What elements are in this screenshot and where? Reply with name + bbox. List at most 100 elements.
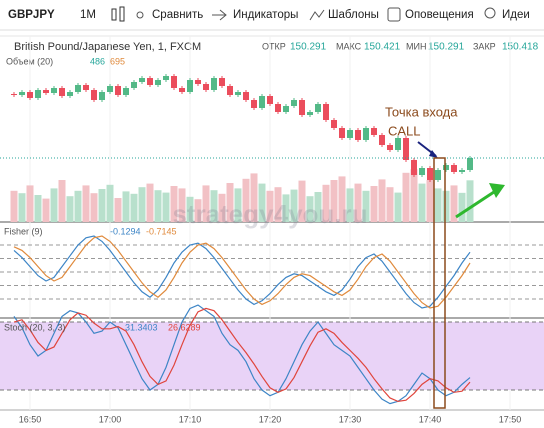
volume-bar [242, 178, 250, 222]
annotation: CALL [388, 123, 421, 138]
volume-bar [306, 196, 314, 222]
volume-bar [210, 190, 218, 222]
volume-bar [34, 195, 42, 222]
candle-body [451, 165, 457, 172]
legend-label: МАКС [336, 41, 362, 51]
candle-body [355, 130, 361, 140]
candle-body [27, 92, 33, 98]
time-label: 17:20 [259, 414, 282, 424]
candle-body [395, 138, 401, 150]
candle-body [107, 86, 113, 92]
volume-bar [154, 190, 162, 222]
legend-symbol: British Pound/Japanese Yen, 1, FXCM [14, 41, 201, 53]
candle-body [75, 85, 81, 92]
candle-body [275, 104, 281, 112]
ideas-button[interactable]: Идеи [502, 9, 530, 21]
fisher-line [13, 235, 471, 309]
candle-body [59, 88, 65, 96]
legend-value: 150.418 [502, 42, 539, 53]
volume-bar [170, 186, 178, 222]
candle-body [219, 78, 225, 86]
symbol-button[interactable]: GBPJPY [8, 9, 55, 21]
volume-bar [434, 188, 442, 222]
volume-bar [66, 196, 74, 222]
candle-body [139, 78, 145, 82]
candle-body [131, 82, 137, 88]
candle-body [323, 104, 329, 120]
compare-button[interactable]: Сравнить [152, 9, 203, 21]
legend-label: МИН [406, 41, 426, 51]
indicators-button[interactable]: Индикаторы [233, 9, 298, 21]
stoch-value: 31.3403 [125, 322, 158, 332]
candle-body [259, 96, 265, 108]
volume-bar [82, 185, 90, 222]
volume-bar [386, 187, 394, 222]
volume-bar [450, 185, 458, 222]
volume-bar [298, 180, 306, 222]
candle-body [91, 90, 97, 100]
candle-body [171, 76, 177, 88]
stoch-legend: Stoch (20, 3, 3) [4, 322, 66, 332]
legend-value: 150.291 [290, 42, 327, 53]
candle-body [227, 86, 233, 95]
alerts-button[interactable]: Оповещения [405, 9, 474, 21]
volume-bar [114, 198, 122, 222]
volume-bar [426, 180, 434, 222]
volume-bar [274, 187, 282, 222]
candle-body [363, 128, 369, 140]
volume-value: 486 [90, 56, 105, 66]
volume-bar [290, 189, 298, 222]
candle-body [307, 112, 313, 115]
time-label: 17:40 [419, 414, 442, 424]
templates-button[interactable]: Шаблоны [328, 9, 379, 21]
candle-icon[interactable] [111, 6, 125, 22]
candle-body [187, 80, 193, 92]
candle-body [195, 80, 201, 84]
volume-bar [218, 193, 226, 222]
volume-bar [394, 192, 402, 222]
volume-bar [330, 180, 338, 222]
volume-bar [202, 185, 210, 222]
volume-bar [178, 188, 186, 222]
time-label: 16:50 [19, 414, 42, 424]
candle-body [467, 158, 473, 170]
volume-bar [186, 196, 194, 222]
volume-bar [282, 194, 290, 222]
legend-value: 150.291 [428, 42, 465, 53]
annotation-arrowhead [429, 150, 438, 158]
candle-body [155, 80, 161, 85]
volume-bar [74, 190, 82, 222]
volume-bar [266, 190, 274, 222]
volume-bar [338, 176, 346, 222]
candle-body [371, 128, 377, 135]
interval-button[interactable]: 1М [80, 9, 96, 21]
candle-body [427, 168, 433, 180]
volume-bar [18, 193, 26, 222]
volume-bar [250, 173, 258, 222]
candle-body [147, 78, 153, 85]
candle-body [387, 145, 393, 150]
candle-body [43, 90, 49, 93]
candle-body [283, 106, 289, 112]
volume-bar [354, 183, 362, 222]
volume-bar [26, 185, 34, 222]
candle-body [203, 84, 209, 90]
volume-bar [162, 192, 170, 222]
legend-label: ОТКР [262, 41, 286, 51]
volume-bar [458, 192, 466, 222]
legend-label: ЗАКР [473, 41, 496, 51]
fisher-legend: Fisher (9) [4, 226, 43, 236]
candle-body [435, 170, 441, 180]
volume-bar [258, 183, 266, 222]
toolbar-icons [136, 7, 496, 22]
volume-bar [370, 186, 378, 222]
candle-body [291, 100, 297, 106]
volume-bar [226, 183, 234, 222]
entry-highlight [433, 157, 446, 409]
candle-body [11, 94, 17, 95]
toolbar [0, 0, 544, 30]
candle-body [331, 120, 337, 128]
candle-body [243, 92, 249, 100]
candle-body [19, 92, 25, 95]
